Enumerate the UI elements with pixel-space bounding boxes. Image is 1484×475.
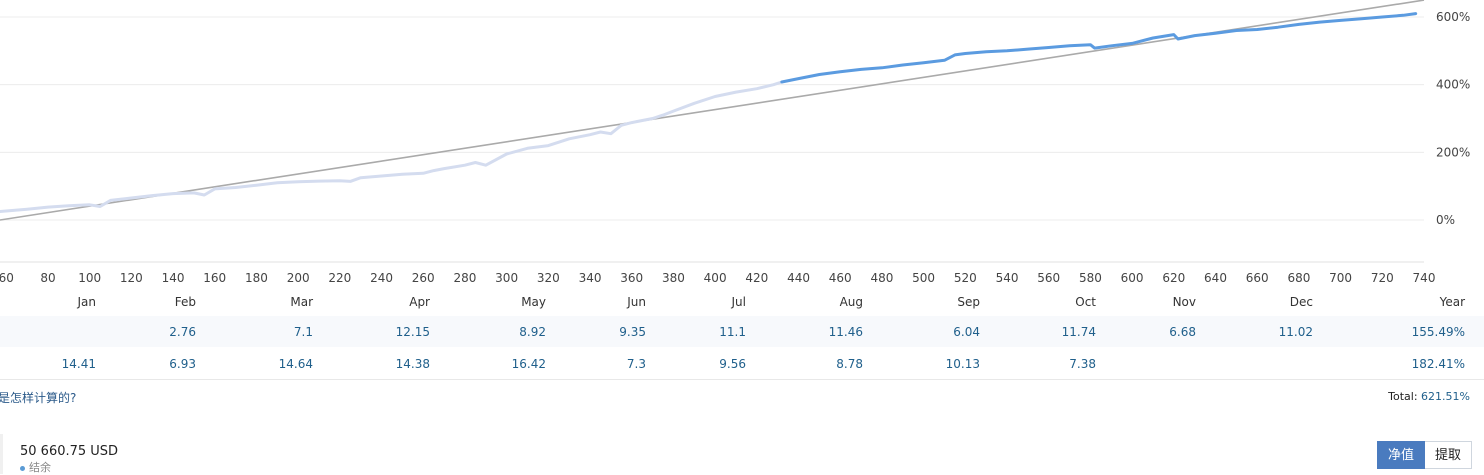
equity-button[interactable]: 净值 — [1376, 441, 1425, 469]
view-toggle-group: 净值 提取 — [1376, 441, 1472, 469]
month-value-cell: 11.74 — [1061, 325, 1096, 339]
month-label: Apr — [409, 295, 430, 309]
x-tick-label: 240 — [370, 271, 393, 285]
total-label: Total: — [1388, 390, 1418, 403]
month-header-row: Jan Feb Mar Apr May Jun Jul Aug Sep Oct Nov Dec Year — [0, 290, 1484, 314]
month-label: Dec — [1289, 295, 1313, 309]
month-value-cell: 11.1 — [719, 325, 746, 339]
x-tick-label: 460 — [829, 271, 852, 285]
y-tick-label: 600% — [1436, 10, 1470, 24]
x-tick-label: 380 — [662, 271, 685, 285]
month-label: Mar — [290, 295, 313, 309]
x-tick-label: 340 — [579, 271, 602, 285]
year-total-cell: 155.49% — [1411, 325, 1465, 339]
x-tick-label: 580 — [1079, 271, 1102, 285]
month-value-cell: 2.76 — [169, 325, 196, 339]
total-summary: Total: 621.51% — [1388, 390, 1470, 403]
x-tick-label: 360 — [620, 271, 643, 285]
equity-line-current — [780, 12, 1418, 84]
month-value-cell: 11.46 — [828, 325, 863, 339]
month-value-cell: 14.38 — [395, 357, 430, 371]
month-value-cell: 11.02 — [1278, 325, 1313, 339]
month-value-cell: 6.68 — [1169, 325, 1196, 339]
month-label: Aug — [839, 295, 863, 309]
series-group — [0, 12, 1418, 213]
month-label: May — [521, 295, 546, 309]
x-tick-label: 700 — [1329, 271, 1352, 285]
chart-grid — [0, 16, 1424, 263]
x-tick-label: 180 — [245, 271, 268, 285]
month-value-cell: 7.3 — [626, 357, 646, 371]
month-label: Nov — [1172, 295, 1196, 309]
month-value-cell: 9.35 — [619, 325, 646, 339]
month-label: Jul — [731, 295, 746, 309]
month-label: Oct — [1075, 295, 1096, 309]
month-label: Feb — [174, 295, 196, 309]
month-value-cell: 14.64 — [278, 357, 313, 371]
x-tick-label: 80 — [40, 271, 55, 285]
x-tick-label: 600 — [1121, 271, 1144, 285]
x-tick-label: 480 — [870, 271, 893, 285]
x-tick-label: 520 — [954, 271, 977, 285]
month-label: Jun — [627, 295, 646, 309]
x-tick-label: 60 — [0, 271, 14, 285]
x-tick-label: 140 — [162, 271, 185, 285]
x-tick-label: 220 — [328, 271, 351, 285]
x-tick-label: 400 — [704, 271, 727, 285]
x-tick-label: 420 — [745, 271, 768, 285]
x-tick-label: 680 — [1287, 271, 1310, 285]
legend-dot-icon — [20, 465, 25, 471]
balance-legend: 结余 — [20, 459, 51, 475]
month-value-cell: 9.56 — [719, 357, 746, 371]
month-value-cell: 12.15 — [395, 325, 430, 339]
x-tick-label: 620 — [1162, 271, 1185, 285]
growth-chart: 0% 200% 400% 600% 60 80 100 120 140 160 180 200 220… — [0, 0, 1470, 285]
y-tick-label: 200% — [1436, 145, 1470, 159]
equity-line-history — [0, 80, 784, 213]
y-axis: 0% 200% 400% 600% — [1436, 10, 1470, 227]
x-tick-label: 720 — [1371, 271, 1394, 285]
x-tick-label: 120 — [120, 271, 143, 285]
y-tick-label: 400% — [1436, 78, 1470, 92]
month-value-cell: 6.93 — [169, 357, 196, 371]
x-axis: 60 80 100 120 140 160 180 200 220 240 260 280 300 320… — [0, 271, 1435, 285]
x-tick-label: 100 — [78, 271, 101, 285]
y-tick-label: 0% — [1436, 213, 1455, 227]
balance-label: 结余 — [29, 461, 51, 474]
balance-value: 50 660.75 USD — [20, 444, 119, 459]
x-tick-label: 540 — [996, 271, 1019, 285]
month-value-cell: 14.41 — [61, 357, 96, 371]
x-tick-label: 300 — [495, 271, 518, 285]
month-label: Jan — [77, 295, 97, 309]
x-tick-label: 740 — [1413, 271, 1436, 285]
month-value-cell: 7.1 — [293, 325, 313, 339]
month-value-cell: 16.42 — [511, 357, 546, 371]
month-value-cell: 10.13 — [945, 357, 980, 371]
x-tick-label: 280 — [453, 271, 476, 285]
month-value-cell: 6.04 — [953, 325, 980, 339]
year-total-cell: 182.41% — [1411, 357, 1465, 371]
x-tick-label: 500 — [912, 271, 935, 285]
x-tick-label: 160 — [203, 271, 226, 285]
total-value: 621.51% — [1421, 390, 1470, 403]
monthly-row-current-year: 14.41 6.93 14.64 14.38 16.42 7.3 9.56 8.78 10.13… — [0, 348, 1484, 380]
month-value-cell: 8.78 — [836, 357, 863, 371]
monthly-row-previous-year: 2.76 7.1 12.15 8.92 9.35 11.1 11.46 6.04 11.74 6.… — [0, 316, 1484, 347]
month-label: Year — [1439, 295, 1465, 309]
x-tick-label: 260 — [412, 271, 435, 285]
panel-edge — [0, 434, 3, 474]
withdraw-button[interactable]: 提取 — [1424, 441, 1472, 469]
month-value-cell: 8.92 — [519, 325, 546, 339]
x-tick-label: 560 — [1037, 271, 1060, 285]
calculation-help-link[interactable]: 是怎样计算的? — [0, 391, 77, 405]
month-value-cell: 7.38 — [1069, 357, 1096, 371]
x-tick-label: 320 — [537, 271, 560, 285]
x-tick-label: 660 — [1246, 271, 1269, 285]
x-tick-label: 440 — [787, 271, 810, 285]
x-tick-label: 200 — [287, 271, 310, 285]
month-label: Sep — [957, 295, 980, 309]
x-tick-label: 640 — [1204, 271, 1227, 285]
